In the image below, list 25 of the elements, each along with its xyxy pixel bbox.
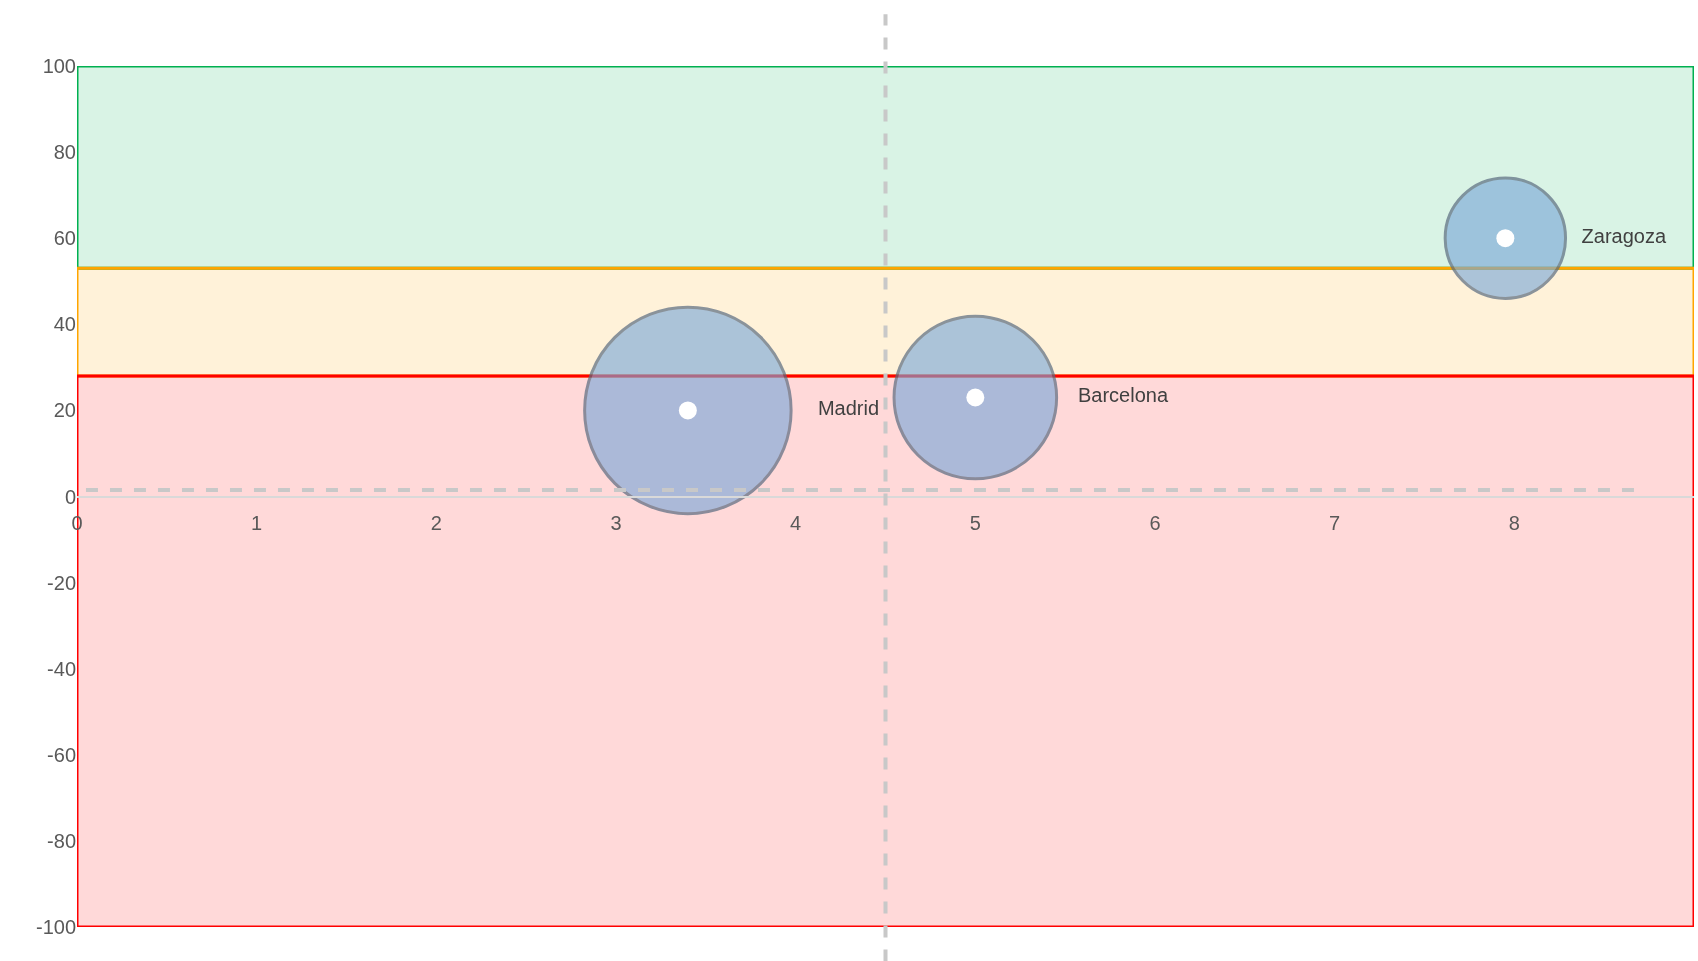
point (678, 401, 697, 420)
x-tick-label: 8 (1508, 511, 1520, 534)
x-tick-label: 2 (430, 511, 442, 534)
point (966, 388, 985, 407)
y-tick-label: -80 (47, 829, 76, 852)
x-tick-label: 4 (790, 511, 802, 534)
y-tick-label: 80 (53, 141, 76, 164)
y-tick-label: -60 (47, 743, 76, 766)
point (1496, 229, 1515, 248)
y-tick-label: 60 (53, 227, 76, 250)
y-tick-label: 100 (42, 55, 76, 77)
series-label: Barcelona (1077, 384, 1169, 407)
x-tick-label: 1 (251, 511, 263, 534)
x-tick-label: 3 (610, 511, 622, 534)
series-label: Madrid (817, 397, 880, 420)
y-tick-label: 20 (53, 399, 76, 422)
y-tick-label: 40 (53, 313, 76, 336)
y-tick-label: -20 (47, 571, 76, 594)
x-tick-label: 5 (969, 511, 981, 534)
y-tick-label: 0 (64, 485, 76, 508)
series-label: Zaragoza (1581, 225, 1667, 248)
y-tick-label: -100 (35, 916, 76, 938)
x-tick-label: 7 (1329, 511, 1341, 534)
x-tick-label: 6 (1149, 511, 1161, 534)
y-tick-label: -40 (47, 657, 76, 680)
